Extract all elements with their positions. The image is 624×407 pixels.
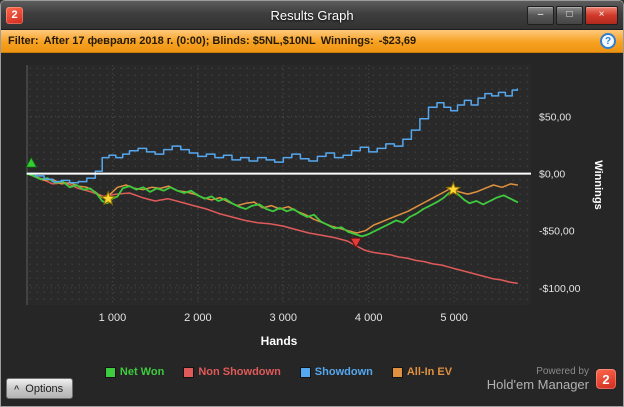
svg-text:2 000: 2 000 [184, 312, 212, 324]
svg-text:3 000: 3 000 [270, 312, 298, 324]
titlebar[interactable]: 2 Results Graph – □ × [1, 1, 623, 30]
legend-swatch [392, 367, 402, 377]
legend-item-non-showdown: Non Showdown [184, 366, 281, 378]
hm2-logo-icon: 2 [6, 6, 23, 24]
legend-swatch [105, 367, 115, 377]
window-controls: – □ × [527, 5, 618, 25]
legend-swatch [300, 367, 310, 377]
options-label: Options [25, 382, 64, 395]
filter-bar: Filter: After 17 февраля 2018 г. (0:00);… [1, 30, 623, 53]
hm2-brand-logo-icon: 2 [596, 369, 616, 390]
winnings-value: -$23,69 [378, 35, 417, 47]
svg-text:-$50,00: -$50,00 [539, 226, 575, 238]
legend-label: Non Showdown [198, 366, 281, 378]
chevron-up-icon: ^ [14, 383, 20, 394]
legend-item-net-won: Net Won [105, 366, 165, 378]
powered-by-text: Powered by [536, 366, 589, 377]
close-button[interactable]: × [585, 5, 618, 25]
chart-legend: Net Won Non Showdown Showdown All-In EV [1, 366, 557, 378]
brand-name: Hold'em Manager [486, 376, 589, 392]
powered-by: Powered by Hold'em Manager 2 [487, 366, 616, 392]
window-title: Results Graph [270, 7, 354, 23]
legend-swatch [184, 367, 194, 377]
results-chart: 1 000 2 000 3 000 4 000 5 000 $50,00 $0,00 -$50… [24, 65, 604, 348]
options-button[interactable]: ^ Options [6, 378, 74, 399]
powered-by-text-block: Powered by Hold'em Manager [487, 366, 589, 392]
chart-panel: 1 000 2 000 3 000 4 000 5 000 $50,00 $0,00 -$50… [1, 53, 623, 406]
svg-text:4 000: 4 000 [355, 312, 383, 324]
legend-item-showdown: Showdown [300, 366, 373, 378]
legend-item-all-in-ev: All-In EV [392, 366, 453, 378]
legend-label: Net Won [119, 366, 165, 378]
svg-text:1 000: 1 000 [99, 312, 127, 324]
legend-label: All-In EV [406, 366, 453, 378]
help-icon[interactable]: ? [600, 33, 616, 49]
minimize-button[interactable]: – [527, 5, 554, 25]
svg-text:Hands: Hands [261, 334, 298, 348]
svg-text:5 000: 5 000 [440, 312, 468, 324]
filter-label: Filter: [8, 35, 39, 47]
svg-text:-$100,00: -$100,00 [539, 283, 581, 295]
winnings-label: Winnings: [320, 35, 374, 47]
svg-text:$50,00: $50,00 [539, 111, 571, 123]
legend-label: Showdown [314, 366, 373, 378]
maximize-button[interactable]: □ [556, 5, 583, 25]
svg-text:$0,00: $0,00 [539, 169, 565, 181]
svg-text:Winnings: Winnings [592, 160, 604, 209]
filter-criteria: After 17 февраля 2018 г. (0:00); Blinds:… [43, 35, 316, 47]
